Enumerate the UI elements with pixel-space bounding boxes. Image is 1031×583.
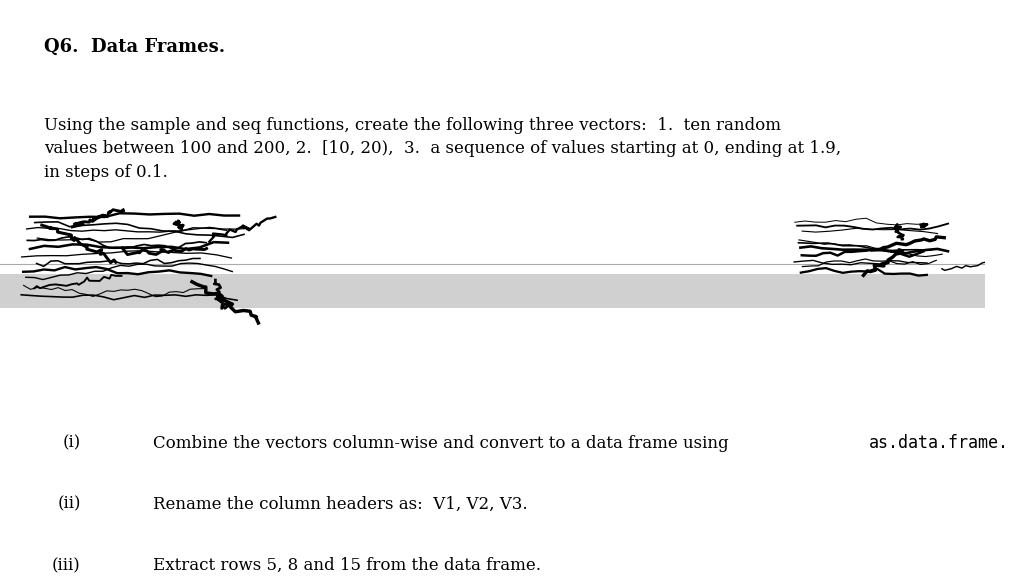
Text: Combine the vectors column-wise and convert to a data frame using: Combine the vectors column-wise and conv… — [153, 434, 734, 452]
Text: Using the sample and seq functions, create the following three vectors:  1.  ten: Using the sample and seq functions, crea… — [44, 117, 841, 181]
Text: as.data.frame.: as.data.frame. — [869, 434, 1009, 452]
Text: (ii): (ii) — [58, 496, 80, 513]
Text: Rename the column headers as:  V1, V2, V3.: Rename the column headers as: V1, V2, V3… — [153, 496, 527, 513]
Text: Q6.  Data Frames.: Q6. Data Frames. — [44, 38, 226, 56]
Text: Extract rows 5, 8 and 15 from the data frame.: Extract rows 5, 8 and 15 from the data f… — [153, 557, 540, 574]
Text: (iii): (iii) — [52, 557, 80, 574]
FancyBboxPatch shape — [0, 274, 986, 308]
Text: (i): (i) — [63, 434, 80, 452]
